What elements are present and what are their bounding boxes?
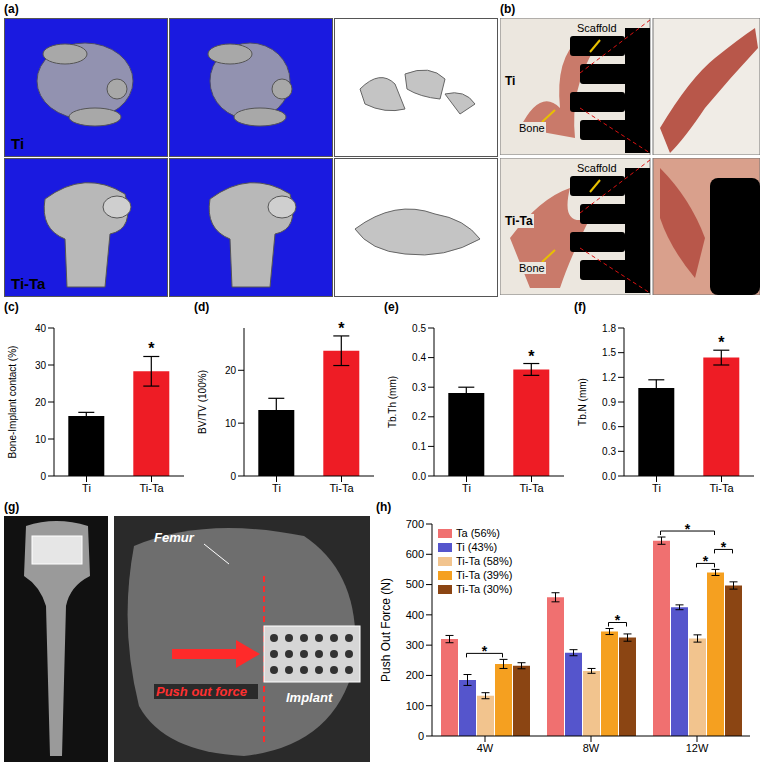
svg-text:20: 20 [225,365,237,376]
svg-text:0: 0 [40,471,46,482]
svg-text:Tb.N (mm): Tb.N (mm) [577,378,588,426]
svg-text:8W: 8W [583,742,600,754]
svg-text:*: * [482,643,488,659]
svg-text:0.5: 0.5 [412,323,426,334]
svg-text:0.2: 0.2 [412,411,426,422]
svg-text:0.0: 0.0 [412,471,426,482]
html-text:(f): (f) [574,300,586,314]
svg-text:4W: 4W [477,742,494,754]
html-text:Scaffold: Scaffold [577,22,617,34]
svg-text:700: 700 [406,518,424,530]
svg-text:0.0: 0.0 [602,471,616,482]
svg-text:*: * [615,612,621,628]
html-text:Ta (56%): Ta (56%) [456,527,500,539]
html-text:Ti (43%): Ti (43%) [456,541,498,553]
svg-text:Ti-Ta: Ti-Ta [519,482,544,494]
html-text:(a): (a) [4,2,19,16]
svg-text:12W: 12W [686,742,709,754]
svg-text:Bone-Implant contact (%): Bone-Implant contact (%) [7,346,18,459]
svg-text:30: 30 [35,360,47,371]
html-text:(e): (e) [384,300,399,314]
html-text:Ti-Ta (30%): Ti-Ta (30%) [456,583,513,595]
svg-text:Ti-Ta: Ti-Ta [329,482,354,494]
html-text:Ti: Ti [11,135,25,152]
html-text:Scaffold: Scaffold [577,162,617,174]
svg-text:Ti: Ti [272,482,281,494]
html-text:(d): (d) [194,300,210,314]
svg-text:*: * [718,334,725,351]
svg-text:10: 10 [225,418,237,429]
svg-text:1.2: 1.2 [602,372,616,383]
svg-text:*: * [685,521,691,537]
svg-text:10: 10 [35,434,47,445]
svg-text:BV/TV (100%): BV/TV (100%) [197,370,208,434]
html-text:(c): (c) [4,300,19,314]
svg-text:Push Out Force (N): Push Out Force (N) [379,578,393,682]
html-text:Femur: Femur [154,530,194,545]
html-text:Ti-Ta (58%): Ti-Ta (58%) [456,555,513,567]
svg-text:500: 500 [406,578,424,590]
svg-text:*: * [338,320,345,337]
html-text:(g): (g) [4,500,20,514]
svg-text:Ti: Ti [82,482,91,494]
svg-text:Ti: Ti [652,482,661,494]
svg-text:0: 0 [230,471,236,482]
html-text:(b): (b) [500,2,516,16]
html-text:Ti-Ta (39%): Ti-Ta (39%) [456,569,513,581]
svg-text:200: 200 [406,669,424,681]
svg-text:1.5: 1.5 [602,347,616,358]
svg-text:0.6: 0.6 [602,421,616,432]
svg-text:Ti-Ta: Ti-Ta [709,482,734,494]
svg-text:40: 40 [35,323,47,334]
svg-text:Tb.Th (mm): Tb.Th (mm) [387,376,398,428]
svg-text:Ti-Ta: Ti-Ta [139,482,164,494]
svg-text:600: 600 [406,548,424,560]
html-text:Bone: Bone [519,122,545,134]
svg-text:20: 20 [35,397,47,408]
svg-text:1.8: 1.8 [602,323,616,334]
svg-text:*: * [528,348,535,365]
svg-text:*: * [721,539,727,555]
svg-text:100: 100 [406,700,424,712]
svg-text:*: * [703,553,709,569]
html-text:Push out force: Push out force [156,684,247,699]
html-text:Ti-Ta: Ti-Ta [505,214,533,228]
svg-text:400: 400 [406,609,424,621]
html-text:Implant: Implant [286,690,333,705]
svg-text:0.3: 0.3 [412,382,426,393]
html-text:Ti-Ta: Ti-Ta [11,275,46,292]
svg-text:0.3: 0.3 [602,446,616,457]
svg-text:0: 0 [418,730,424,742]
html-text:Ti: Ti [505,74,516,88]
html-text:(h): (h) [376,500,392,514]
svg-text:0.4: 0.4 [412,352,426,363]
svg-text:*: * [148,340,155,357]
html-text:Bone: Bone [519,262,545,274]
svg-text:0.9: 0.9 [602,397,616,408]
svg-text:0.1: 0.1 [412,441,426,452]
svg-text:Ti: Ti [462,482,471,494]
svg-text:300: 300 [406,639,424,651]
